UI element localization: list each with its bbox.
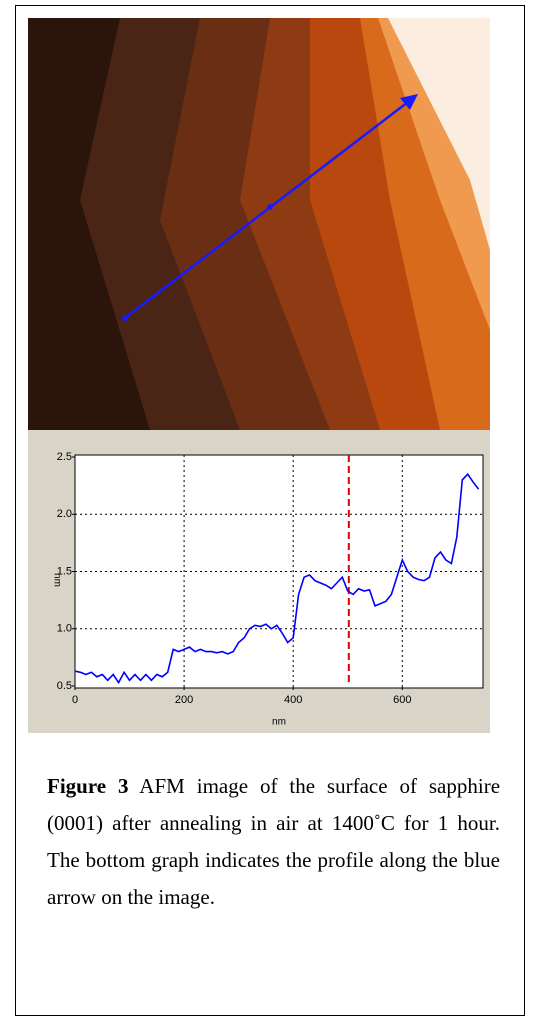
- y-axis-label: nm: [51, 573, 62, 587]
- x-tick-label: 400: [284, 694, 302, 706]
- profile-line: [74, 472, 480, 685]
- x-tick-label: 0: [72, 694, 78, 706]
- y-tick-label: 2.5: [57, 451, 72, 463]
- afm-image: [28, 18, 490, 430]
- x-tick-label: 200: [175, 694, 193, 706]
- y-tick-label: 0.5: [57, 680, 72, 692]
- caption-label: Figure 3: [47, 774, 129, 798]
- caption-text: AFM image of the surface of sapphire (00…: [47, 774, 501, 909]
- figure: nm nm 0.5 1.0 1.5 2.0 2.5 0 200 400 600: [28, 18, 490, 733]
- y-tick-label: 1.5: [57, 565, 72, 577]
- x-tick-label: 600: [393, 694, 411, 706]
- y-tick-label: 2.0: [57, 508, 72, 520]
- caption: Figure 3 AFM image of the surface of sap…: [47, 768, 500, 916]
- figure-frame: [15, 5, 525, 1016]
- y-tick-label: 1.0: [57, 623, 72, 635]
- x-axis-label: nm: [272, 717, 286, 728]
